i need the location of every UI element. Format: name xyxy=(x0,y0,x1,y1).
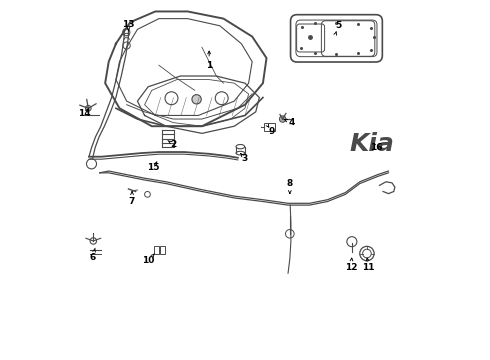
Text: 5: 5 xyxy=(335,21,342,30)
Text: 7: 7 xyxy=(129,197,135,206)
Bar xyxy=(264,123,275,131)
Text: 14: 14 xyxy=(78,109,91,118)
Bar xyxy=(160,246,166,253)
Circle shape xyxy=(192,95,201,104)
Bar xyxy=(153,246,159,253)
Text: 15: 15 xyxy=(147,163,160,172)
Text: Kia: Kia xyxy=(350,132,395,156)
Circle shape xyxy=(85,105,91,111)
Text: 3: 3 xyxy=(242,154,248,163)
Circle shape xyxy=(279,116,286,122)
Text: 13: 13 xyxy=(122,19,135,28)
Text: 10: 10 xyxy=(142,256,154,265)
Text: 11: 11 xyxy=(363,264,375,273)
Text: 9: 9 xyxy=(269,127,275,136)
Text: 2: 2 xyxy=(170,140,176,149)
Text: 12: 12 xyxy=(344,264,357,273)
Text: 16: 16 xyxy=(369,143,382,152)
Text: 6: 6 xyxy=(90,253,96,262)
Text: 1: 1 xyxy=(206,61,212,70)
Text: 8: 8 xyxy=(287,179,293,188)
Text: 4: 4 xyxy=(289,118,295,127)
